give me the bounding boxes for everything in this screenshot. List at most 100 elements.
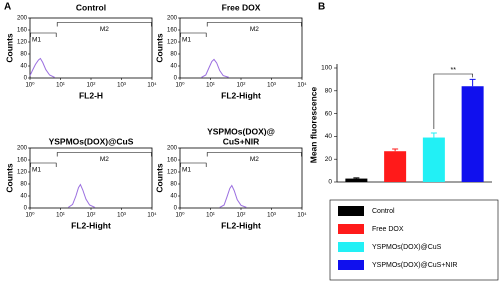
plot-frame xyxy=(29,147,153,209)
significance-bracket xyxy=(433,73,473,129)
chart-title: Control xyxy=(76,2,106,12)
y-tick-label: 200 xyxy=(17,146,28,152)
plot-frame xyxy=(179,17,303,79)
y-tick-label: 0 xyxy=(24,206,28,212)
y-tick-label: 100 xyxy=(321,65,332,72)
gate-label: M2 xyxy=(250,26,259,33)
x-tick-label: 10⁴ xyxy=(147,212,157,219)
error-bar xyxy=(392,148,399,152)
histogram-curve xyxy=(68,183,96,208)
x-tick-label: 10¹ xyxy=(206,83,215,89)
y-axis-label: Counts xyxy=(154,163,164,193)
gate-label: M1 xyxy=(32,37,41,44)
y-tick-label: 0 xyxy=(328,179,332,186)
x-tick-label: 10¹ xyxy=(56,83,65,89)
legend-label: YSPMOs(DOX)@CuS+NIR xyxy=(372,262,457,269)
y-tick-label: 60 xyxy=(325,110,333,117)
legend-swatch xyxy=(338,224,364,234)
y-axis-label: Counts xyxy=(154,33,164,63)
x-tick-label: 10³ xyxy=(117,83,126,89)
x-tick-label: 10⁰ xyxy=(25,82,35,89)
y-tick-label: 200 xyxy=(17,16,28,22)
y-tick-label: 40 xyxy=(20,64,27,70)
gate xyxy=(206,152,302,157)
x-axis-label: FL2-Hight xyxy=(71,220,111,230)
legend-label: Control xyxy=(372,208,395,215)
x-tick-label: 10³ xyxy=(267,213,276,219)
y-axis-label: Counts xyxy=(4,33,14,63)
y-tick-label: 80 xyxy=(325,88,333,95)
y-tick-label: 120 xyxy=(17,170,28,176)
gate xyxy=(206,22,302,27)
gate xyxy=(56,22,152,27)
significance-label: ** xyxy=(451,67,457,74)
gate xyxy=(56,152,152,157)
y-tick-label: 40 xyxy=(170,194,177,200)
y-tick-label: 200 xyxy=(167,146,178,152)
gate xyxy=(180,162,207,167)
y-tick-label: 40 xyxy=(20,194,27,200)
y-tick-label: 20 xyxy=(325,156,333,163)
y-tick-label: 160 xyxy=(17,28,28,34)
legend-swatch xyxy=(338,242,364,252)
x-tick-label: 10⁴ xyxy=(297,82,307,89)
error-bar xyxy=(353,177,360,179)
x-tick-label: 10⁴ xyxy=(147,82,157,89)
gate-label: M2 xyxy=(100,156,109,163)
bar xyxy=(461,86,484,182)
legend-label: YSPMOs(DOX)@CuS xyxy=(372,244,442,251)
chart-title: Free DOX xyxy=(222,2,261,12)
x-tick-label: 10³ xyxy=(267,83,276,89)
x-tick-label: 10¹ xyxy=(56,213,65,219)
legend-box xyxy=(329,199,499,281)
bar xyxy=(384,151,407,182)
x-tick-label: 10⁰ xyxy=(175,212,185,219)
y-axis-label: Counts xyxy=(4,163,14,193)
legend-swatch xyxy=(338,260,364,270)
y-tick-label: 80 xyxy=(170,52,177,58)
error-bar xyxy=(469,78,476,87)
y-tick-label: 0 xyxy=(174,206,178,212)
x-axis-label: FL2-Hight xyxy=(221,220,261,230)
x-axis-label: FL2-Hight xyxy=(221,90,261,100)
bar xyxy=(422,137,445,182)
y-axis-label: Mean fluorescence xyxy=(308,86,318,163)
y-tick-label: 200 xyxy=(167,16,178,22)
legend-label: Free DOX xyxy=(372,226,404,233)
histogram-curve xyxy=(29,57,56,78)
y-tick-label: 120 xyxy=(167,40,178,46)
x-tick-label: 10² xyxy=(87,83,96,89)
y-tick-label: 80 xyxy=(20,182,27,188)
panel-label: A xyxy=(4,2,11,13)
y-tick-label: 40 xyxy=(170,64,177,70)
y-tick-label: 0 xyxy=(174,76,178,82)
y-tick-label: 160 xyxy=(17,158,28,164)
x-tick-label: 10² xyxy=(87,213,96,219)
histogram-curve xyxy=(201,58,230,78)
error-bar xyxy=(430,132,437,138)
x-tick-label: 10⁰ xyxy=(25,212,35,219)
y-tick-label: 80 xyxy=(170,182,177,188)
gate xyxy=(30,162,57,167)
legend-swatch xyxy=(338,206,364,216)
chart-title: CuS+NIR xyxy=(223,136,260,146)
plot-frame xyxy=(179,147,303,209)
plot-frame xyxy=(29,17,153,79)
gate-label: M1 xyxy=(32,167,41,174)
x-axis-label: FL2-H xyxy=(79,90,103,100)
y-tick-label: 0 xyxy=(24,76,28,82)
gate-label: M2 xyxy=(100,26,109,33)
bar xyxy=(345,178,368,182)
gate xyxy=(180,32,207,37)
chart-title: YSPMOs(DOX)@ xyxy=(207,126,275,136)
gate-label: M1 xyxy=(182,37,191,44)
histogram-curve xyxy=(219,184,247,208)
chart-title: YSPMOs(DOX)@CuS xyxy=(49,136,134,146)
x-tick-label: 10⁰ xyxy=(175,82,185,89)
y-tick-label: 80 xyxy=(20,52,27,58)
y-tick-label: 160 xyxy=(167,28,178,34)
x-tick-label: 10¹ xyxy=(206,213,215,219)
gate-label: M2 xyxy=(250,156,259,163)
gate-label: M1 xyxy=(182,167,191,174)
